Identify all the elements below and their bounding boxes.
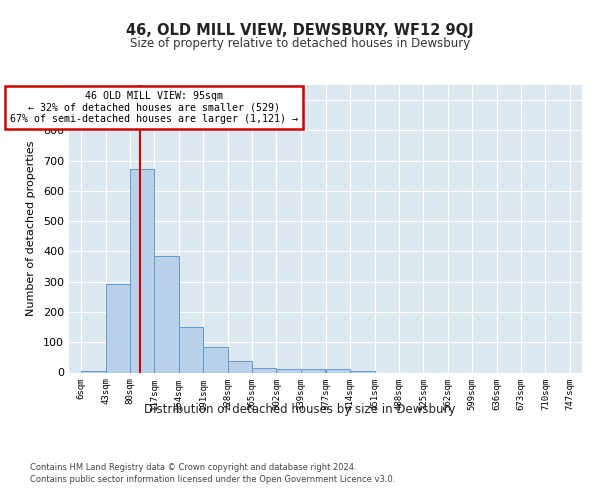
Bar — [350, 371, 374, 372]
Text: Distribution of detached houses by size in Dewsbury: Distribution of detached houses by size … — [144, 402, 456, 415]
Text: 46 OLD MILL VIEW: 95sqm
← 32% of detached houses are smaller (529)
67% of semi-d: 46 OLD MILL VIEW: 95sqm ← 32% of detache… — [10, 91, 298, 124]
Bar — [203, 347, 227, 372]
Bar — [326, 370, 350, 372]
Bar — [227, 362, 252, 372]
Bar — [154, 256, 179, 372]
Text: 46, OLD MILL VIEW, DEWSBURY, WF12 9QJ: 46, OLD MILL VIEW, DEWSBURY, WF12 9QJ — [126, 22, 474, 38]
Text: Size of property relative to detached houses in Dewsbury: Size of property relative to detached ho… — [130, 38, 470, 51]
Y-axis label: Number of detached properties: Number of detached properties — [26, 141, 36, 316]
Bar — [252, 368, 277, 372]
Text: Contains HM Land Registry data © Crown copyright and database right 2024.: Contains HM Land Registry data © Crown c… — [30, 462, 356, 471]
Text: Contains public sector information licensed under the Open Government Licence v3: Contains public sector information licen… — [30, 475, 395, 484]
Bar — [106, 284, 130, 372]
Bar — [179, 326, 203, 372]
Bar — [301, 370, 325, 372]
Bar — [81, 370, 106, 372]
Bar — [130, 169, 154, 372]
Bar — [277, 368, 301, 372]
